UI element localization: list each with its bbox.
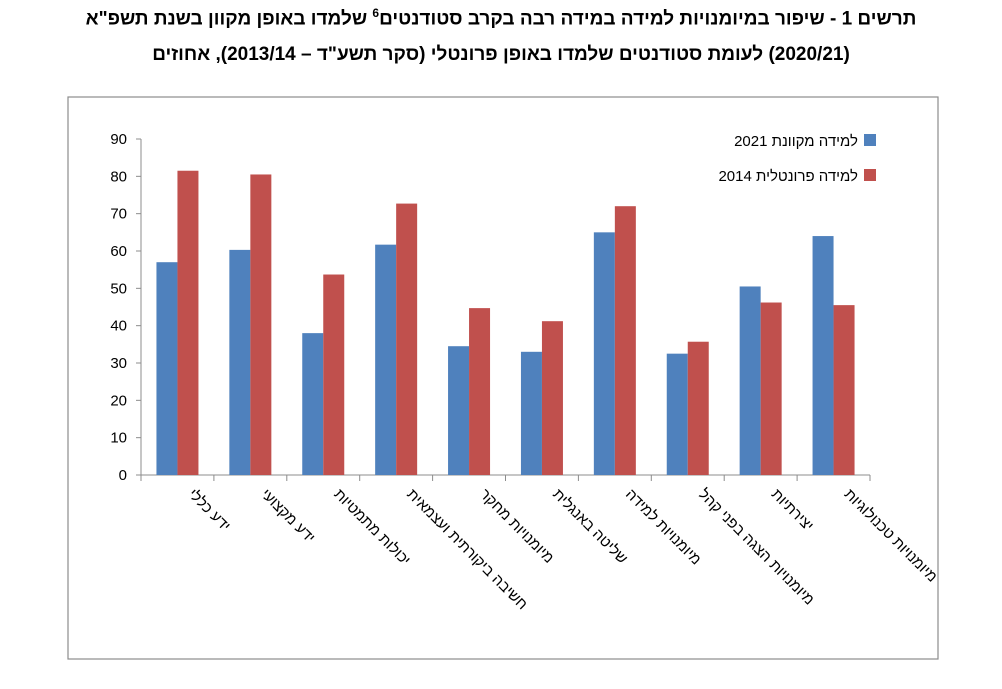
bar-frontal-2014 (760, 302, 782, 475)
bar-frontal-2014 (177, 170, 199, 475)
figure-title-line-1: תרשים 1 - שיפור במיומנויות למידה במידה ר… (0, 6, 1002, 30)
bar-online-2021 (156, 262, 178, 475)
bar-frontal-2014 (469, 308, 491, 475)
bar-frontal-2014 (323, 274, 345, 475)
legend-label: למידה מקוונת 2021 (734, 133, 858, 150)
bar-frontal-2014 (541, 321, 563, 475)
y-tick-label: 40 (110, 318, 127, 335)
bar-online-2021 (666, 353, 688, 475)
figure-title-line-2: (2020/21) לעומת סטודנטים שלמדו באופן פרו… (152, 44, 850, 65)
bar-frontal-2014 (250, 174, 272, 475)
bar-online-2021 (448, 346, 470, 475)
legend-swatch (864, 134, 876, 146)
bar-online-2021 (302, 333, 324, 475)
legend-swatch (864, 169, 876, 181)
title-part-a: תרשים 1 - שיפור במיומנויות למידה במידה ר… (379, 8, 917, 30)
bar-online-2021 (375, 244, 397, 475)
bar-frontal-2014 (833, 305, 855, 475)
bar-online-2021 (812, 236, 834, 475)
y-tick-label: 50 (110, 280, 127, 297)
y-tick-label: 90 (110, 131, 127, 148)
title-part-b: שלמדו באופן מקוון בשנת תשפ"א (85, 8, 373, 30)
chart-frame (67, 96, 939, 660)
bar-online-2021 (739, 286, 761, 475)
y-tick-label: 30 (110, 355, 127, 372)
bar-frontal-2014 (687, 341, 709, 475)
bar-frontal-2014 (396, 203, 418, 475)
footnote-mark: 6 (372, 6, 380, 20)
bar-online-2021 (229, 249, 251, 475)
bar-online-2021 (593, 232, 615, 475)
legend-label: למידה פרונטלית 2014 (718, 168, 858, 185)
y-tick-label: 0 (119, 467, 127, 484)
y-tick-label: 20 (110, 392, 127, 409)
bar-online-2021 (520, 351, 542, 475)
y-tick-label: 80 (110, 168, 127, 185)
y-tick-label: 70 (110, 206, 127, 223)
y-tick-label: 60 (110, 243, 127, 260)
bar-frontal-2014 (614, 206, 636, 475)
y-tick-label: 10 (110, 430, 127, 447)
